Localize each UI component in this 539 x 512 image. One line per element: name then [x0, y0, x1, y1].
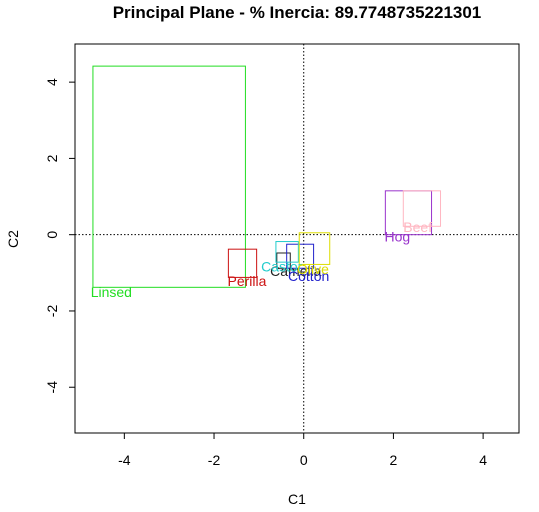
- y-tick-label: -2: [44, 305, 60, 318]
- label-linsed: Linsed: [91, 284, 132, 300]
- label-cotton: Cotton: [288, 268, 329, 284]
- label-olive: Olive: [297, 261, 329, 277]
- box-beef: [402, 190, 442, 227]
- x-tick-label: -4: [118, 452, 131, 468]
- x-tick-label: 2: [390, 452, 398, 468]
- x-tick-label: 4: [479, 452, 487, 468]
- series-boxes: [92, 65, 442, 288]
- x-axis-label: C1: [288, 491, 306, 507]
- y-tick-label: 2: [44, 154, 60, 162]
- label-beef: Beef: [403, 219, 432, 235]
- y-axis: -4 -2 0 2 4: [44, 78, 75, 393]
- box-castor: [275, 241, 299, 263]
- box-cotton: [286, 243, 315, 269]
- label-perilla: Perilla: [227, 273, 266, 289]
- plot-frame: [74, 43, 520, 434]
- x-tick-label: -2: [208, 452, 221, 468]
- y-tick-label: 0: [44, 231, 60, 239]
- label-castor: Castor: [261, 258, 303, 274]
- x-axis: -4 -2 0 2 4: [118, 433, 487, 468]
- x-tick-label: 0: [300, 452, 308, 468]
- box-linsed: [92, 65, 246, 288]
- box-olive: [298, 232, 331, 265]
- box-perilla: [227, 248, 258, 278]
- label-hog: Hog: [384, 229, 410, 245]
- y-tick-label: -4: [44, 381, 60, 394]
- label-camelia: Camelia: [270, 263, 322, 279]
- y-tick-label: 4: [44, 78, 60, 86]
- box-camelia: [276, 252, 291, 269]
- y-axis-label: C2: [5, 230, 21, 248]
- reference-lines: [75, 44, 519, 433]
- chart-title: Principal Plane - % Inercia: 89.77487352…: [113, 3, 482, 22]
